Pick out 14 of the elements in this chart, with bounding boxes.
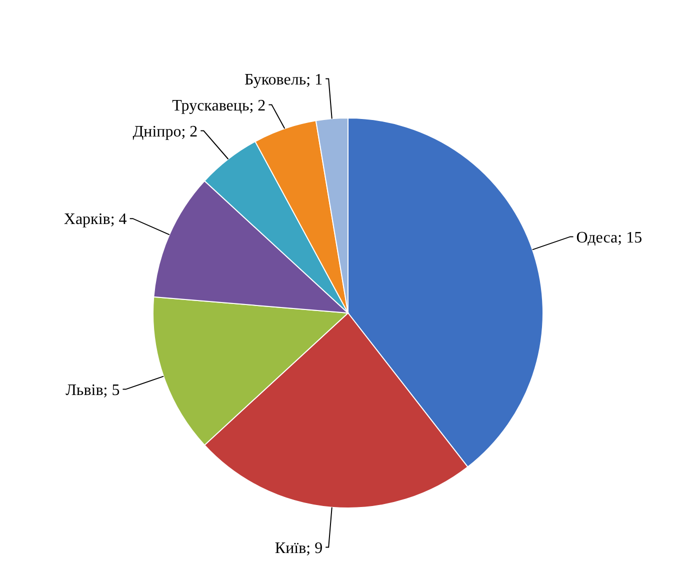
data-label: ; 2 (181, 123, 198, 140)
data-label: ; 4 (110, 211, 127, 228)
slice-label: Дніпро (132, 123, 182, 140)
data-label: ; 15 (618, 229, 642, 246)
slice-label: Буковель (244, 71, 306, 88)
data-label: ; 5 (103, 382, 120, 399)
slice-label: Трускавець (172, 97, 250, 114)
data-label: ; 9 (306, 540, 323, 557)
slice-label: Харків (64, 211, 111, 228)
slice-label: Київ (274, 540, 307, 557)
slice-label: Львів (66, 382, 104, 399)
slice-label: Одеса (576, 229, 618, 246)
data-label: ; 2 (249, 97, 266, 114)
data-label: ; 1 (306, 71, 323, 88)
